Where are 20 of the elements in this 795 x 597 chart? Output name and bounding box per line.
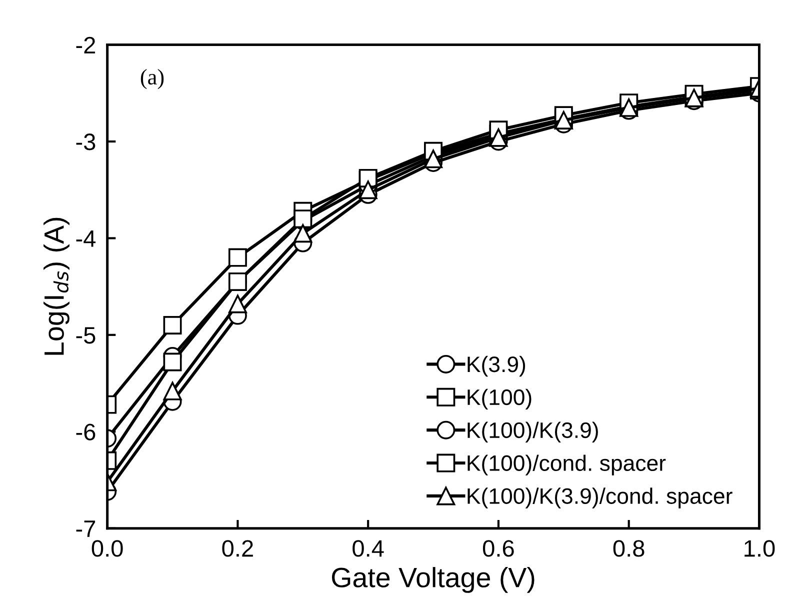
legend-label: K(100)/cond. spacer — [468, 454, 666, 476]
x-tick-label: 0.0 — [92, 540, 123, 557]
x-tick-label: 0.2 — [222, 540, 253, 557]
y-tick-label: -6 — [76, 424, 96, 440]
legend-label: K(100) — [468, 388, 532, 410]
y-axis-title: Log(I$_{ds}$) (A) — [44, 218, 70, 355]
x-tick-label: 0.8 — [613, 540, 644, 557]
legend-label: K(100)/K(3.9)/cond. spacer — [468, 488, 732, 508]
y-tick-label: -5 — [76, 327, 96, 344]
x-axis-title: Gate Voltage (V) — [332, 567, 534, 593]
x-tick-label: 0.6 — [482, 540, 514, 557]
y-tick-label: -2 — [76, 36, 96, 54]
x-tick-label: 1.0 — [744, 540, 775, 557]
x-tick-label: 0.4 — [352, 540, 384, 557]
y-tick-label: -7 — [76, 520, 96, 537]
legend-label: K(3.9) — [468, 356, 526, 377]
legend-label: K(100)/K(3.9) — [468, 422, 598, 442]
annotation: (a) — [140, 68, 164, 90]
y-tick-label: -4 — [76, 230, 96, 247]
y-tick-label: -3 — [76, 134, 96, 150]
